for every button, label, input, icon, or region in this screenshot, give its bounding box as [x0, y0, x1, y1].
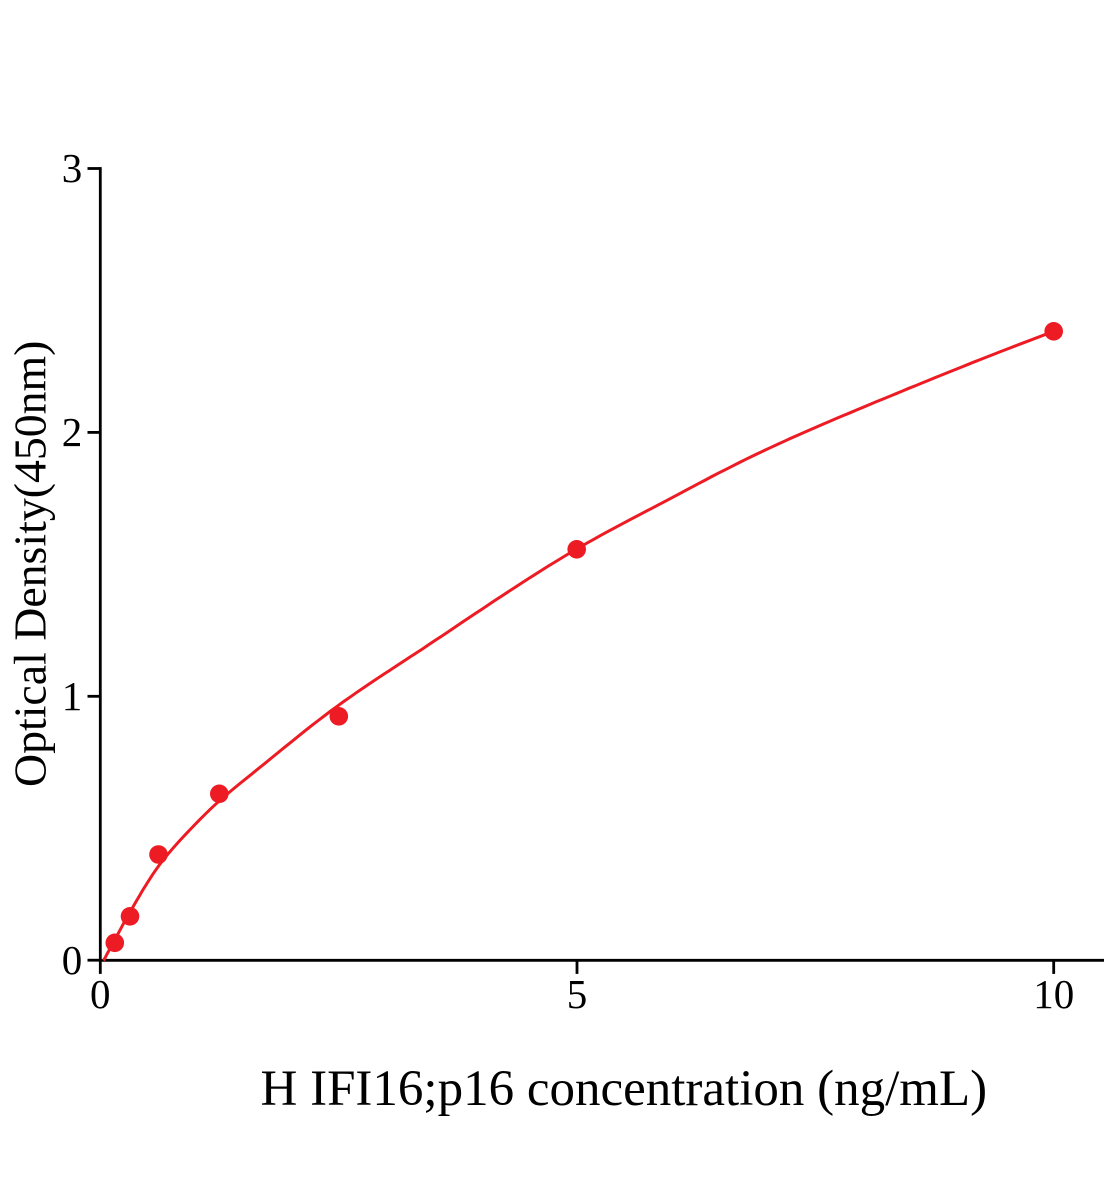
svg-text:Optical Density(450nm): Optical Density(450nm) [5, 341, 56, 787]
svg-text:10: 10 [1033, 971, 1074, 1017]
svg-text:1: 1 [62, 673, 83, 719]
svg-text:0: 0 [90, 971, 111, 1017]
svg-text:2: 2 [62, 409, 83, 455]
svg-text:5: 5 [567, 971, 588, 1017]
svg-text:0: 0 [62, 937, 83, 983]
svg-text:H IFI16;p16 concentration (ng/: H IFI16;p16 concentration (ng/mL) [261, 1061, 988, 1117]
svg-text:3: 3 [62, 145, 83, 191]
